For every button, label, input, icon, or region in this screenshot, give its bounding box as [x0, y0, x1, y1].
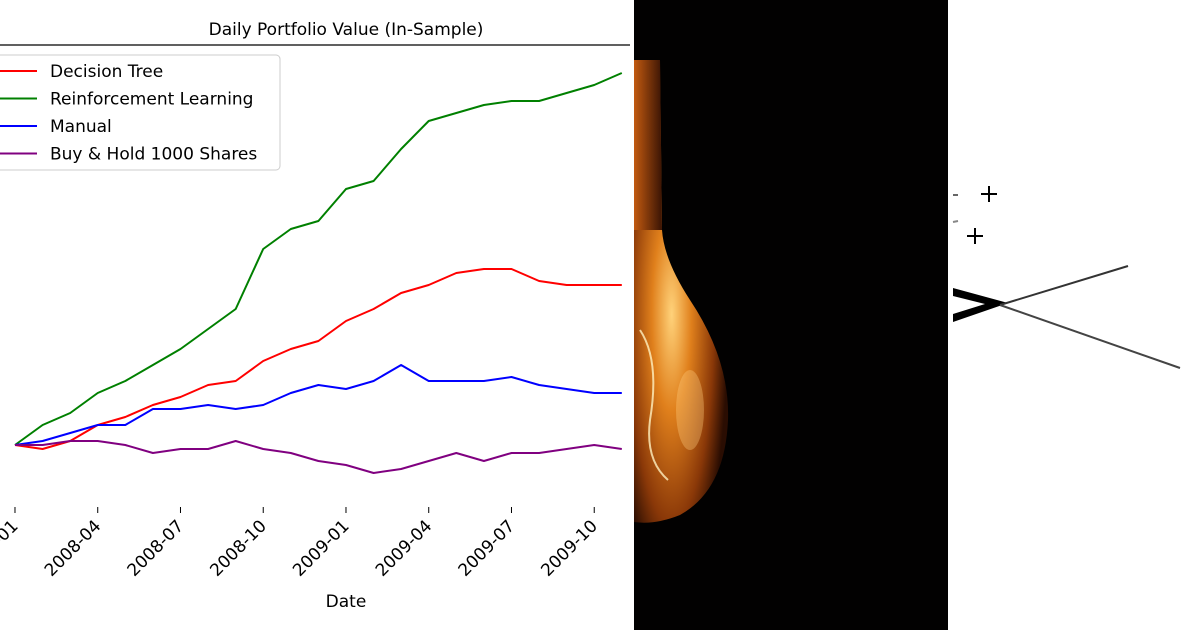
legend-box: [0, 54, 281, 171]
chart-title: Daily Portfolio Value (In-Sample): [209, 20, 484, 40]
legend-label: Manual: [50, 117, 112, 137]
legend-label: Reinforcement Learning: [50, 90, 253, 110]
photo-panel: [634, 0, 948, 630]
series-line: [14, 364, 622, 446]
sketch-panel: [948, 0, 1200, 630]
legend-label: Decision Tree: [50, 62, 163, 82]
legend: Decision Tree Reinforcement Learning Manua…: [0, 54, 281, 171]
series-line: [15, 440, 622, 474]
series-line: [14, 72, 623, 446]
x-axis-label: Date: [326, 592, 367, 612]
series-line: [14, 268, 622, 450]
legend-label: Buy & Hold 1000 Shares: [50, 145, 257, 165]
